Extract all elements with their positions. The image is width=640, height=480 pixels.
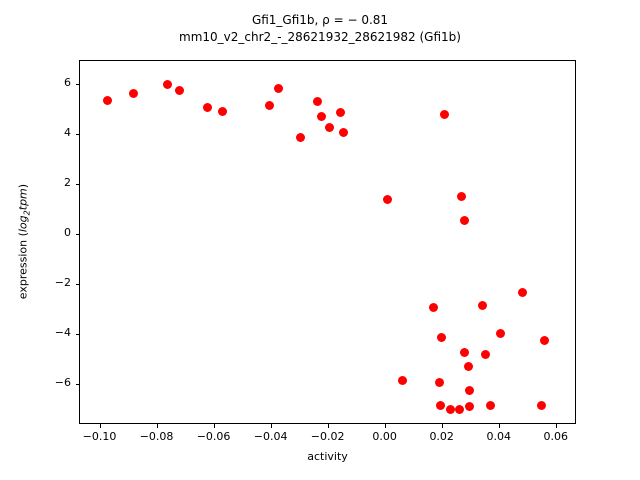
data-point xyxy=(429,303,439,313)
chart-subtitle: mm10_v2_chr2_-_28621932_28621982 (Gfi1b) xyxy=(179,30,461,44)
y-tick-label: 2 xyxy=(64,176,71,190)
x-tick-mark xyxy=(327,424,329,428)
x-tick-mark xyxy=(384,424,386,428)
x-tick-mark xyxy=(270,424,272,428)
data-point xyxy=(540,336,550,346)
x-tick-mark xyxy=(213,424,215,428)
data-point xyxy=(316,111,326,121)
x-tick-label: −0.08 xyxy=(139,430,174,443)
x-axis-label: activity xyxy=(307,450,348,463)
plot-area xyxy=(79,60,576,424)
x-tick-label: 0.00 xyxy=(372,430,397,443)
y-axis-label-italic-tail: tpm xyxy=(16,188,30,211)
x-tick-label: −0.10 xyxy=(82,430,117,443)
data-point xyxy=(313,97,323,107)
data-point xyxy=(464,361,474,371)
y-tick-label: 0 xyxy=(64,226,71,240)
data-point xyxy=(436,401,446,411)
y-tick-label: 4 xyxy=(64,126,71,140)
data-point xyxy=(383,194,393,204)
y-tick-label: −2 xyxy=(54,276,71,290)
data-point xyxy=(175,85,185,95)
data-point xyxy=(477,300,487,310)
data-point xyxy=(481,350,491,360)
data-point xyxy=(437,332,447,342)
y-tick-label: −6 xyxy=(54,376,71,390)
data-point xyxy=(324,122,334,132)
data-point xyxy=(102,95,112,105)
data-point xyxy=(295,133,305,143)
x-tick-label: 0.04 xyxy=(486,430,511,443)
x-tick-mark xyxy=(156,424,158,428)
y-tick-label: −4 xyxy=(54,326,71,340)
x-tick-label: −0.06 xyxy=(196,430,231,443)
data-point xyxy=(440,110,450,120)
y-tick-mark xyxy=(75,384,79,386)
y-tick-mark xyxy=(75,234,79,236)
data-point xyxy=(338,127,348,137)
y-tick-mark xyxy=(75,284,79,286)
x-tick-label: 0.06 xyxy=(543,430,569,443)
data-point xyxy=(274,84,284,94)
data-point xyxy=(454,404,464,414)
y-tick-mark xyxy=(75,334,79,336)
y-axis-label: expression (log2tpm) xyxy=(16,60,31,424)
data-point xyxy=(335,107,345,117)
x-tick-label: −0.04 xyxy=(253,430,288,443)
x-tick-mark xyxy=(99,424,101,428)
data-point xyxy=(446,404,456,414)
data-point xyxy=(460,348,470,358)
x-tick-mark xyxy=(498,424,500,428)
data-point xyxy=(457,191,467,201)
y-axis-label-italic-sub: 2 xyxy=(22,210,32,216)
x-tick-label: 0.02 xyxy=(429,430,454,443)
data-point xyxy=(465,401,475,411)
data-point xyxy=(202,102,212,112)
data-point xyxy=(460,215,470,225)
chart-title-block: Gfi1_Gfi1b, ρ = − 0.81 mm10_v2_chr2_-_28… xyxy=(0,12,640,46)
y-tick-mark xyxy=(75,134,79,136)
x-tick-label: −0.02 xyxy=(310,430,345,443)
data-point xyxy=(517,288,527,298)
chart-title: Gfi1_Gfi1b, ρ = − 0.81 xyxy=(251,13,389,27)
y-tick-mark xyxy=(75,84,79,86)
data-point xyxy=(163,79,173,89)
y-tick-mark xyxy=(75,184,79,186)
data-point xyxy=(128,88,138,98)
data-point xyxy=(398,375,408,385)
data-point xyxy=(265,100,275,110)
data-point xyxy=(434,377,444,387)
x-tick-mark xyxy=(441,424,443,428)
data-point xyxy=(465,385,475,395)
x-tick-mark xyxy=(555,424,557,428)
data-point xyxy=(536,400,546,410)
y-tick-label: 6 xyxy=(64,76,71,90)
data-point xyxy=(496,329,506,339)
data-point xyxy=(217,107,227,117)
data-point xyxy=(486,401,496,411)
